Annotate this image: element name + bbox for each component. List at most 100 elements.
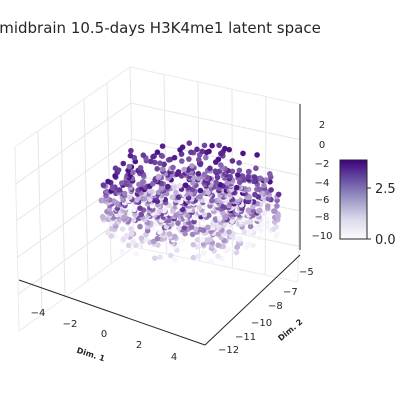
- scatter-point: [121, 190, 128, 197]
- scatter-points: [98, 140, 282, 265]
- z-tick-label: −4: [315, 178, 330, 189]
- scatter-point: [151, 153, 157, 159]
- scatter-point: [157, 254, 163, 260]
- scatter-point: [209, 197, 215, 204]
- x-tick-label: 4: [171, 352, 177, 363]
- scatter-point: [273, 224, 280, 230]
- scatter-point: [275, 191, 282, 198]
- scatter-point: [212, 216, 219, 222]
- scatter-point: [265, 203, 271, 209]
- grid-line: [60, 114, 66, 298]
- scatter-point: [256, 186, 263, 192]
- scatter-point: [158, 152, 165, 159]
- scatter-point: [201, 212, 208, 218]
- scatter-point: [207, 236, 214, 242]
- axes-lines: [18, 104, 301, 346]
- scatter-point: [209, 142, 215, 149]
- scatter-point: [189, 231, 196, 238]
- x-axis-line: [18, 279, 206, 346]
- scatter-point: [112, 165, 119, 171]
- scatter-point: [190, 254, 197, 261]
- scatter-point: [133, 251, 139, 257]
- y-axis-line: [204, 254, 301, 346]
- scatter-point: [138, 235, 145, 241]
- scatter-point: [157, 228, 163, 235]
- scatter-point: [265, 223, 272, 230]
- scatter-point: [206, 212, 212, 219]
- scatter-point: [190, 174, 197, 181]
- scatter-point: [233, 184, 240, 191]
- scatter-point: [241, 229, 248, 235]
- grid-line: [130, 102, 300, 141]
- scatter-point: [186, 140, 193, 146]
- scatter-point: [159, 143, 166, 149]
- x-tick-label: −4: [31, 308, 46, 319]
- scatter-point: [212, 168, 219, 174]
- scatter-point: [171, 257, 178, 264]
- scatter-point: [103, 188, 110, 195]
- scatter-point: [229, 168, 236, 175]
- scatter-point: [169, 194, 176, 200]
- scatter-point: [247, 229, 254, 235]
- scatter-point: [138, 211, 144, 218]
- x-axis-label: Dim. 1: [76, 346, 107, 364]
- scatter-point: [188, 149, 194, 156]
- scatter-point: [246, 241, 252, 248]
- scatter-point: [141, 195, 148, 202]
- scatter-point: [236, 235, 242, 242]
- scatter-point: [171, 154, 178, 161]
- scatter-point: [194, 237, 201, 243]
- scatter-point: [197, 187, 204, 194]
- scatter-point: [205, 189, 211, 196]
- scatter-point: [199, 237, 205, 243]
- scatter-point: [203, 197, 209, 204]
- scatter-point: [109, 225, 115, 232]
- scatter-point: [258, 221, 265, 228]
- scatter-point: [190, 241, 197, 248]
- scatter-point: [194, 244, 201, 250]
- scatter-point: [152, 255, 158, 261]
- scatter-point: [126, 194, 133, 200]
- scatter-point: [155, 173, 162, 180]
- colorbar-tick-label: 0.0: [375, 233, 396, 248]
- scatter-point: [239, 173, 246, 179]
- scatter-point: [227, 173, 233, 180]
- scatter-point: [123, 232, 130, 239]
- y-tick-label: −12: [218, 345, 239, 356]
- scatter-point: [247, 223, 254, 230]
- scatter-point: [157, 160, 163, 166]
- scatter-point: [181, 225, 188, 231]
- scatter-point: [190, 180, 196, 186]
- scatter-point: [197, 193, 203, 200]
- chart-title: midbrain 10.5-days H3K4me1 latent space: [0, 19, 321, 37]
- scatter-point: [161, 207, 167, 214]
- scatter-point: [154, 149, 161, 155]
- z-tick-label: −10: [311, 231, 332, 242]
- scatter-point: [250, 203, 256, 210]
- scatter-point: [219, 255, 225, 262]
- scatter-point: [207, 203, 213, 209]
- scatter-point: [274, 197, 280, 204]
- scatter-point: [159, 166, 166, 172]
- scatter-point: [188, 224, 195, 230]
- y-tick-label: −5: [299, 267, 314, 278]
- y-tick-label: −8: [268, 301, 283, 312]
- colorbar: 2.5 0.0: [339, 159, 396, 248]
- scatter-point: [213, 179, 219, 186]
- scatter-point: [119, 226, 126, 232]
- scatter-point: [252, 225, 259, 232]
- scatter-point: [143, 237, 149, 243]
- scatter-point: [229, 158, 236, 164]
- scatter-point: [195, 253, 202, 259]
- scatter-point: [253, 165, 259, 172]
- z-tick-label: −6: [315, 195, 330, 206]
- scatter-point: [166, 231, 173, 237]
- scatter-point: [226, 146, 232, 153]
- scatter-point: [189, 163, 195, 169]
- y-tick-label: −7: [283, 287, 298, 298]
- scatter-point: [165, 183, 171, 190]
- scatter-point: [261, 182, 267, 189]
- scatter-point: [203, 154, 209, 161]
- scatter-point: [105, 230, 111, 236]
- scatter-point: [175, 169, 182, 175]
